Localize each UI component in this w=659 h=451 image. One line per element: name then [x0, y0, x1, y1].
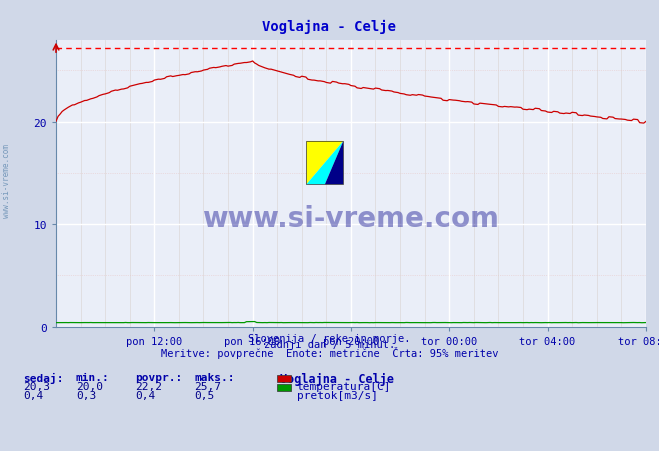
Text: Meritve: povprečne  Enote: metrične  Črta: 95% meritev: Meritve: povprečne Enote: metrične Črta:…: [161, 346, 498, 359]
Text: sedaj:: sedaj:: [23, 372, 63, 383]
Text: 0,4: 0,4: [135, 390, 156, 400]
Text: 0,4: 0,4: [23, 390, 43, 400]
Text: maks.:: maks.:: [194, 372, 235, 382]
Text: Voglajna - Celje: Voglajna - Celje: [280, 372, 394, 385]
Text: www.si-vreme.com: www.si-vreme.com: [2, 143, 11, 217]
Text: pretok[m3/s]: pretok[m3/s]: [297, 390, 378, 400]
Text: temperatura[C]: temperatura[C]: [297, 381, 391, 391]
Text: 22,2: 22,2: [135, 381, 162, 391]
Text: www.si-vreme.com: www.si-vreme.com: [202, 204, 500, 232]
Text: zadnji dan / 5 minut.: zadnji dan / 5 minut.: [264, 340, 395, 350]
Text: 20,0: 20,0: [76, 381, 103, 391]
Text: 0,5: 0,5: [194, 390, 215, 400]
Text: 25,7: 25,7: [194, 381, 221, 391]
Text: Slovenija / reke in morje.: Slovenija / reke in morje.: [248, 333, 411, 343]
Text: povpr.:: povpr.:: [135, 372, 183, 382]
Text: min.:: min.:: [76, 372, 109, 382]
Text: 20,3: 20,3: [23, 381, 50, 391]
Text: Voglajna - Celje: Voglajna - Celje: [262, 20, 397, 34]
Text: 0,3: 0,3: [76, 390, 96, 400]
